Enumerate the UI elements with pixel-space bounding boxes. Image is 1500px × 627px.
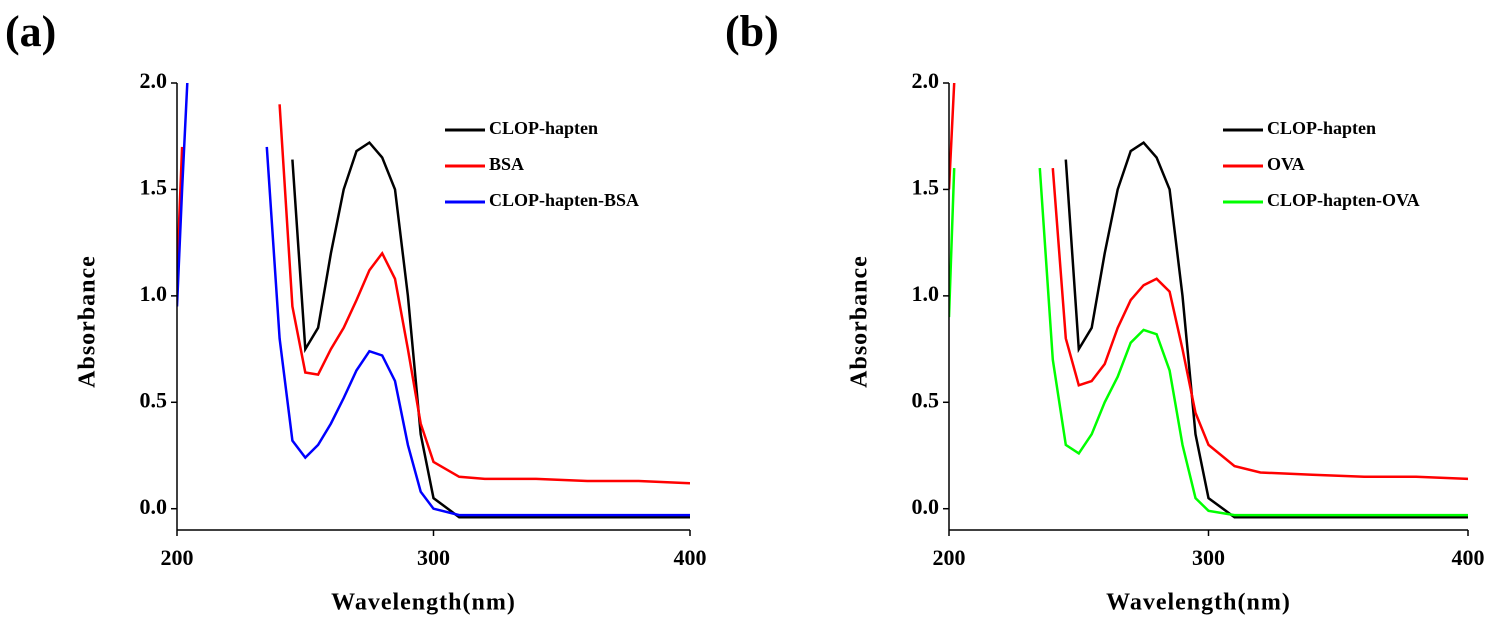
data-line: [177, 83, 690, 517]
plot-area: [949, 83, 1468, 519]
x-tick-label: 200: [161, 545, 194, 570]
data-line: [177, 104, 690, 485]
legend-label: CLOP-hapten: [489, 118, 598, 138]
legend-label: CLOP-hapten-BSA: [489, 190, 639, 210]
x-axis-label: Wavelength(nm): [331, 590, 516, 616]
y-tick-label: 1.0: [140, 281, 168, 306]
panel-label: (a): [5, 7, 56, 56]
y-tick-label: 1.5: [140, 174, 168, 199]
x-tick-label: 400: [674, 545, 707, 570]
data-line: [1064, 140, 1468, 519]
x-axis-label: Wavelength(nm): [1106, 590, 1291, 616]
y-axis-label: Absorbance: [75, 255, 101, 388]
y-axis-label: Absorbance: [847, 255, 873, 388]
x-tick-label: 300: [1192, 545, 1225, 570]
legend-label: OVA: [1267, 154, 1305, 174]
x-tick-label: 300: [417, 545, 450, 570]
plot-area: [177, 83, 690, 519]
y-tick-label: 0.5: [912, 387, 940, 412]
y-tick-label: 1.0: [912, 281, 940, 306]
data-line: [949, 168, 1468, 517]
y-tick-label: 0.0: [912, 494, 940, 519]
data-line: [291, 140, 690, 519]
y-tick-label: 0.5: [140, 387, 168, 412]
x-tick-label: 400: [1452, 545, 1485, 570]
legend-label: BSA: [489, 154, 524, 174]
x-tick-label: 200: [933, 545, 966, 570]
y-tick-label: 2.0: [140, 68, 168, 93]
y-tick-label: 1.5: [912, 174, 940, 199]
legend-label: CLOP-hapten-OVA: [1267, 190, 1420, 210]
panel-label: (b): [725, 7, 779, 56]
y-tick-label: 0.0: [140, 494, 168, 519]
y-tick-label: 2.0: [912, 68, 940, 93]
legend-label: CLOP-hapten: [1267, 118, 1376, 138]
data-line: [949, 83, 1468, 481]
